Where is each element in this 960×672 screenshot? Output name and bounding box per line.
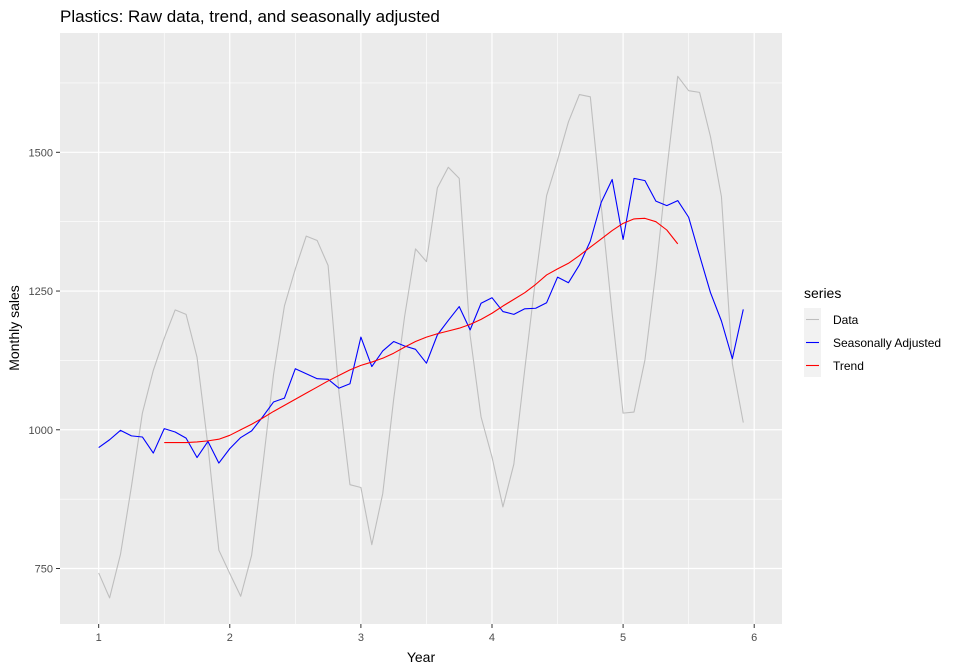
y-tick-label: 1250	[29, 286, 53, 298]
y-axis-title: Monthly sales	[6, 285, 22, 371]
x-tick-label: 2	[227, 632, 233, 644]
legend-title: series	[804, 285, 841, 301]
legend-label: Data	[833, 313, 859, 327]
y-tick-label: 1500	[29, 147, 53, 159]
y-tick-label: 750	[35, 564, 53, 576]
x-tick-label: 3	[358, 632, 364, 644]
x-tick-label: 1	[96, 632, 102, 644]
x-axis: 1 2 3 4 5 6	[96, 624, 757, 644]
legend-label: Seasonally Adjusted	[833, 336, 941, 350]
x-axis-title: Year	[407, 649, 436, 665]
x-tick-label: 4	[489, 632, 495, 644]
legend-label: Trend	[833, 359, 864, 373]
x-tick-label: 5	[620, 632, 626, 644]
chart-title: Plastics: Raw data, trend, and seasonall…	[60, 7, 440, 26]
x-tick-label: 6	[751, 632, 757, 644]
series-layer	[98, 75, 744, 599]
series-line-trend	[164, 217, 679, 444]
legend-items: Data Seasonally Adjusted Trend	[804, 308, 941, 377]
plot-panel	[60, 33, 782, 624]
series-line-data	[98, 75, 744, 599]
series-line-seasonally-adjusted	[98, 177, 744, 464]
y-axis: 750 1000 1250 1500	[29, 147, 60, 576]
grid-major	[60, 33, 782, 624]
y-tick-label: 1000	[29, 425, 53, 437]
legend: series Data Seasonally Adjusted Trend	[804, 285, 941, 377]
